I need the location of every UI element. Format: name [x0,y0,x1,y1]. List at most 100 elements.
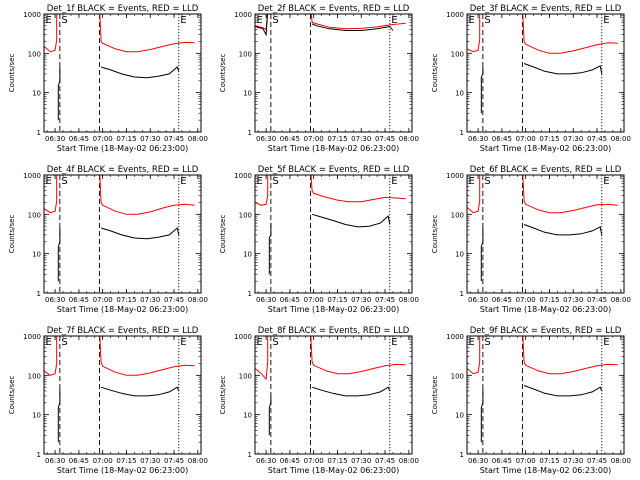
x-tick-label: 06:30 [468,296,488,304]
y-tick-label: 10 [455,412,464,420]
x-tick-label: 07:15 [539,296,559,304]
event-marker-label: E [603,176,609,187]
plot-frame [466,335,625,455]
x-tick-label: 06:45 [280,135,300,143]
panel-title: Det_1f BLACK = Events, RED = LLD [47,4,199,14]
y-axis-label: Counts/sec [8,376,16,415]
series-group [44,14,195,121]
y-tick-label: 1000 [23,333,41,341]
event-marker-label: S [484,176,490,187]
panel-title: Det_8f BLACK = Events, RED = LLD [258,326,410,336]
x-tick-label: 07:30 [140,135,160,143]
y-tick-label: 10 [455,90,464,98]
x-tick-label: 08:00 [188,135,208,143]
plot-frame [254,13,413,133]
y-tick-label: 1 [37,129,41,137]
x-tick-label: 07:30 [351,457,371,465]
panel-title: Det_4f BLACK = Events, RED = LLD [47,165,199,175]
events-series-line [57,389,61,443]
x-tick-label: 07:45 [375,457,395,465]
event-marker-label: E [469,15,475,26]
y-tick-label: 1000 [23,172,41,180]
x-tick-label: 07:45 [375,296,395,304]
x-tick-label: 07:00 [93,457,113,465]
x-tick-label: 08:00 [188,457,208,465]
x-axis-label: Start Time (18-May-02 06:23:00) [268,305,399,314]
y-tick-label: 1000 [234,11,252,19]
detector-panel: Det_3f BLACK = Events, RED = LLD Counts/s… [431,4,631,153]
events-series-line [311,213,391,228]
x-tick-label: 07:30 [140,296,160,304]
y-tick-label: 100 [239,50,252,58]
y-tick-label: 1000 [234,333,252,341]
panel-title: Det_5f BLACK = Events, RED = LLD [258,165,410,175]
x-tick-label: 07:45 [164,296,184,304]
x-tick-label: 07:45 [587,135,607,143]
events-series-line [100,66,180,79]
y-tick-label: 1000 [23,11,41,19]
x-axis-label: Start Time (18-May-02 06:23:00) [57,305,188,314]
y-tick-label: 10 [32,412,41,420]
series-group [467,14,618,114]
detector-panel: Det_8f BLACK = Events, RED = LLD Counts/s… [219,326,419,475]
event-marker-label: E [46,337,52,348]
event-marker-label: S [484,337,490,348]
x-tick-label: 08:00 [611,296,631,304]
event-marker-label: E [180,337,186,348]
x-tick-label: 07:30 [351,296,371,304]
x-tick-label: 06:45 [69,296,89,304]
x-tick-label: 08:00 [399,296,419,304]
series-group [467,336,618,443]
x-tick-label: 07:30 [140,457,160,465]
events-series-line [480,228,484,282]
events-series-line [311,386,391,397]
events-series-line [480,389,484,443]
x-tick-label: 07:15 [539,457,559,465]
y-axis-label: Counts/sec [219,376,227,415]
event-marker-label: E [46,176,52,187]
x-tick-label: 07:00 [516,135,536,143]
plot-frame [43,335,202,455]
detector-panel: Det_5f BLACK = Events, RED = LLD Counts/s… [219,165,419,314]
events-series-line [57,228,61,282]
event-marker-label: E [469,337,475,348]
y-tick-label: 10 [243,412,252,420]
event-marker-label: E [603,337,609,348]
x-tick-label: 07:30 [351,135,371,143]
y-tick-label: 100 [28,372,41,380]
y-tick-label: 100 [239,211,252,219]
event-marker-label: S [272,337,278,348]
event-marker-label: E [469,176,475,187]
events-series-line [57,67,61,121]
event-marker-label: E [180,15,186,26]
plot-frame [466,174,625,294]
event-marker-label: E [257,176,263,187]
x-tick-label: 07:00 [304,135,324,143]
x-tick-label: 06:45 [280,457,300,465]
event-marker-label: E [257,15,263,26]
x-tick-label: 07:15 [327,457,347,465]
plot-frame [466,13,625,133]
y-tick-label: 100 [451,372,464,380]
x-tick-label: 07:45 [587,457,607,465]
y-tick-label: 100 [28,50,41,58]
x-tick-label: 07:30 [563,457,583,465]
y-tick-label: 10 [32,251,41,259]
x-tick-label: 06:45 [492,296,512,304]
x-tick-label: 06:30 [45,135,65,143]
events-series-line [523,385,603,397]
y-axis-label: Counts/sec [8,215,16,254]
event-marker-label: E [391,15,397,26]
y-tick-label: 100 [28,211,41,219]
lld-series-line [467,336,618,375]
series-group [255,14,406,37]
x-tick-label: 07:00 [93,135,113,143]
plot-frame [254,335,413,455]
x-tick-label: 07:00 [516,296,536,304]
event-marker-label: E [603,15,609,26]
y-tick-label: 1 [37,451,41,459]
y-axis-label: Counts/sec [431,54,439,93]
x-tick-label: 07:30 [563,135,583,143]
y-tick-label: 1 [460,451,464,459]
